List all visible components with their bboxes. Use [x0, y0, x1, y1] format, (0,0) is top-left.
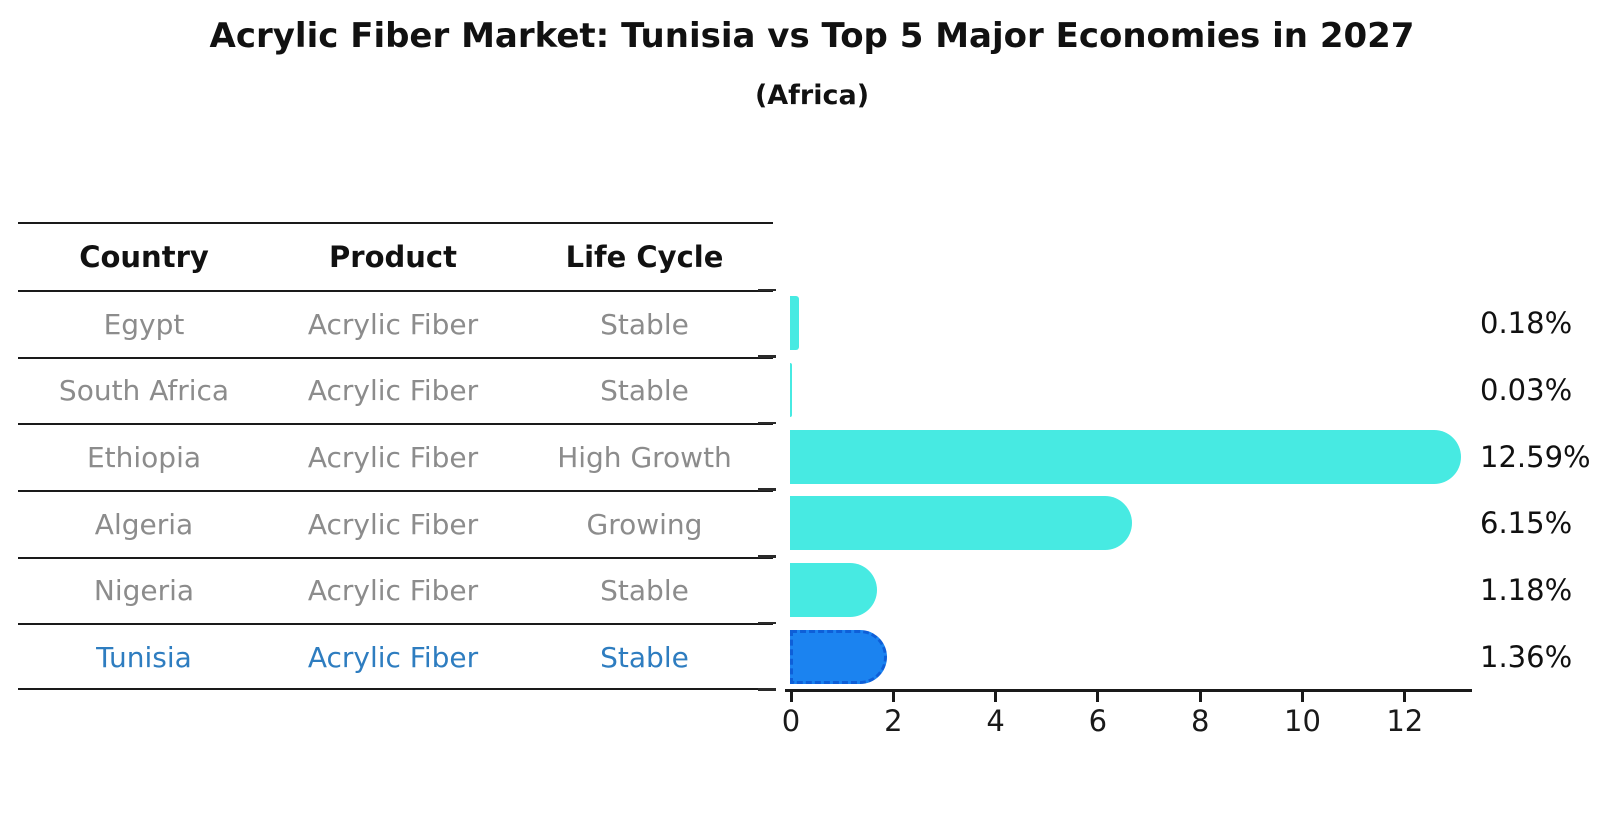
- x-axis-tick-label: 0: [781, 704, 801, 738]
- bar-south-africa: [790, 362, 792, 417]
- bar-value-label-ethiopia: 12.59%: [1480, 439, 1591, 474]
- x-axis-tick: [891, 692, 895, 702]
- y-axis-tick: [758, 688, 776, 691]
- bar-nigeria: [790, 562, 878, 617]
- cell-country: Tunisia: [96, 641, 192, 675]
- bar-egypt: [790, 296, 800, 351]
- cell-life-cycle: Stable: [600, 574, 689, 608]
- x-axis-tick-label: 8: [1190, 704, 1210, 738]
- bar-ethiopia: [790, 429, 1461, 484]
- cell-country: Nigeria: [93, 574, 195, 608]
- x-axis-tick-label: 10: [1284, 704, 1321, 738]
- x-axis-tick: [994, 692, 998, 702]
- y-axis-tick: [758, 288, 776, 291]
- x-axis-tick: [1198, 692, 1202, 702]
- x-axis-tick: [1301, 692, 1304, 702]
- chart-title: Acrylic Fiber Market: Tunisia vs Top 5 M…: [209, 16, 1415, 56]
- cell-product: Acrylic Fiber: [307, 507, 479, 541]
- cell-life-cycle: Stable: [600, 374, 689, 408]
- cell-country: South Africa: [58, 374, 230, 408]
- cell-product: Acrylic Fiber: [307, 574, 479, 608]
- cell-country: Ethiopia: [86, 441, 202, 475]
- x-axis-tick-label: 12: [1386, 704, 1424, 738]
- bar-tunisia: [790, 629, 887, 684]
- country-table: Country Product Life Cycle Egypt Acrylic …: [18, 222, 773, 690]
- x-axis-tick-label: 6: [1088, 704, 1108, 738]
- cell-life-cycle: Stable: [600, 641, 689, 675]
- cell-product: Acrylic Fiber: [307, 307, 479, 341]
- bar-value-label-tunisia: 1.36%: [1480, 639, 1573, 674]
- cell-country: Algeria: [94, 507, 194, 541]
- x-axis-tick-label: 2: [884, 704, 903, 738]
- table-row-algeria: Algeria Acrylic Fiber Growing: [18, 489, 773, 557]
- table-row-egypt: Egypt Acrylic Fiber Stable: [18, 290, 773, 357]
- bar-algeria: [790, 496, 1132, 551]
- x-axis-tick: [789, 692, 793, 702]
- cell-product: Acrylic Fiber: [307, 441, 479, 475]
- cell-life-cycle: Growing: [586, 507, 703, 541]
- x-axis-tick-label: 4: [986, 704, 1005, 738]
- cell-country: Egypt: [103, 307, 185, 341]
- cell-life-cycle: Stable: [600, 307, 689, 341]
- bar-value-label-south-africa: 0.03%: [1480, 372, 1573, 407]
- table-row-south-africa: South Africa Acrylic Fiber Stable: [18, 356, 773, 424]
- y-axis-tick: [758, 421, 776, 425]
- cell-product: Acrylic Fiber: [307, 641, 479, 675]
- bar-value-label-egypt: 0.18%: [1480, 306, 1573, 341]
- table-row-ethiopia: Ethiopia Acrylic Fiber High Growth: [18, 423, 773, 490]
- x-axis-line: [785, 689, 1472, 692]
- bar-value-label-algeria: 6.15%: [1480, 506, 1573, 541]
- x-axis-tick: [1403, 692, 1407, 702]
- table-body: Egypt Acrylic Fiber Stable South Africa Acry…: [18, 290, 773, 690]
- bar-value-label-nigeria: 1.18%: [1480, 572, 1573, 607]
- column-header-country: Country: [79, 240, 209, 274]
- column-header-lifecycle: Life Cycle: [565, 240, 724, 274]
- cell-life-cycle: High Growth: [557, 441, 732, 475]
- chart-subtitle: (Africa): [754, 80, 870, 111]
- y-axis-tick: [758, 555, 776, 558]
- cell-product: Acrylic Fiber: [307, 374, 479, 408]
- column-header-product: Product: [329, 240, 457, 274]
- table-header-row: Country Product Life Cycle: [18, 222, 773, 290]
- table-row-nigeria: Nigeria Acrylic Fiber Stable: [18, 556, 773, 624]
- y-axis-tick: [758, 355, 776, 358]
- y-axis-tick: [758, 621, 776, 625]
- table-row-tunisia: Tunisia Acrylic Fiber Stable: [18, 623, 773, 690]
- y-axis-tick: [758, 488, 776, 491]
- x-axis-tick: [1096, 692, 1100, 702]
